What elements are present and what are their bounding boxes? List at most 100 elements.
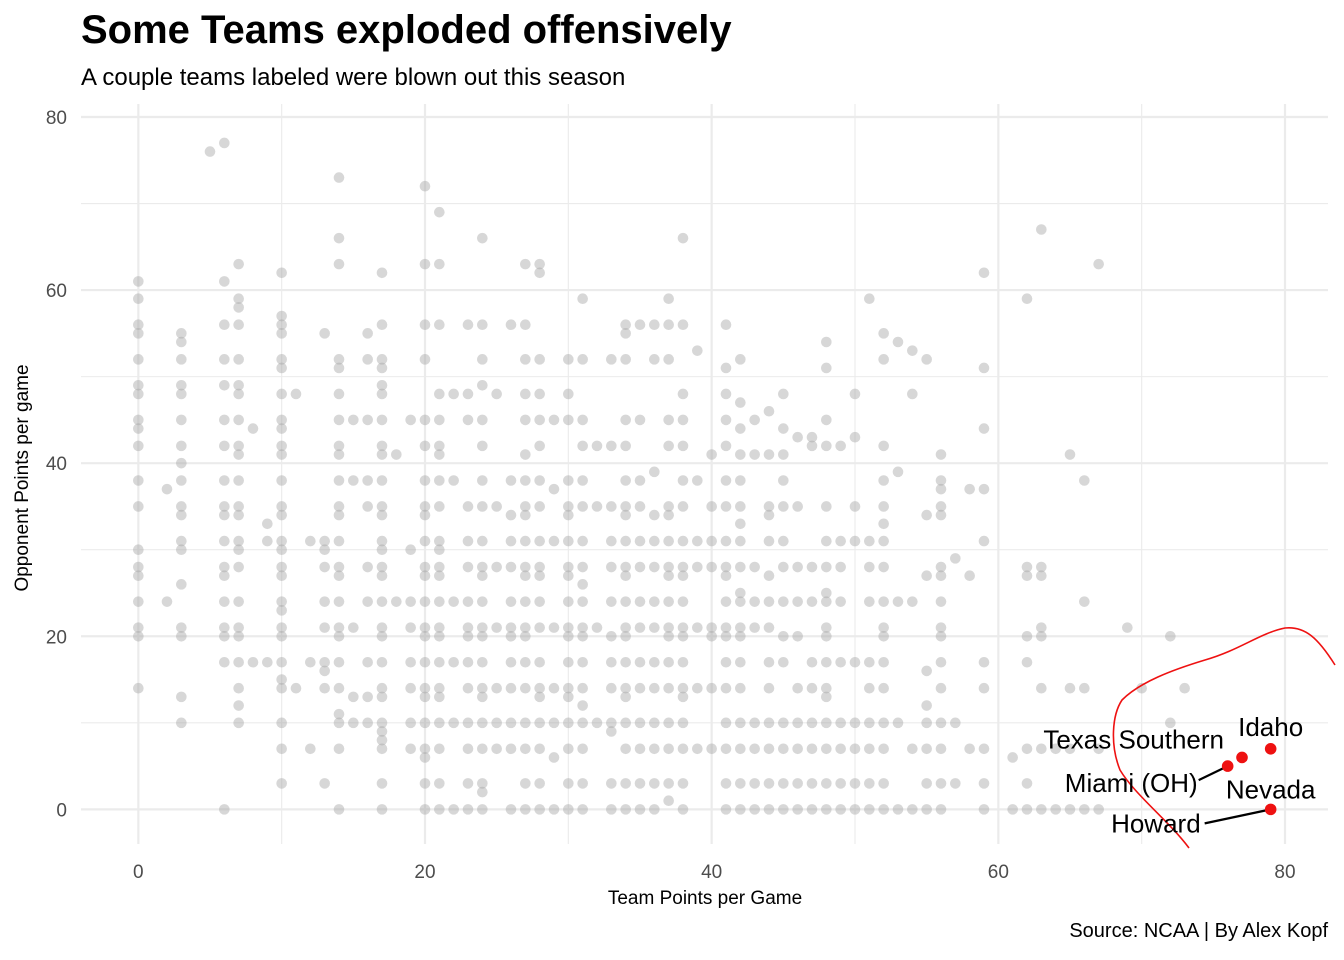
y-axis-label: Opponent Points per game xyxy=(12,364,33,591)
data-point xyxy=(821,596,832,607)
data-point xyxy=(534,388,545,400)
data-point xyxy=(233,596,244,607)
data-point xyxy=(434,449,445,460)
data-point xyxy=(878,561,889,573)
data-point xyxy=(376,656,388,668)
data-point xyxy=(290,388,302,400)
data-point xyxy=(477,622,488,633)
data-point xyxy=(835,717,846,729)
x-tick-label: 40 xyxy=(701,862,722,883)
data-point xyxy=(620,535,631,547)
data-point xyxy=(620,630,631,642)
data-point xyxy=(362,414,373,426)
data-point xyxy=(835,440,846,452)
data-point xyxy=(462,717,474,729)
x-tick-label: 0 xyxy=(133,862,144,883)
data-point xyxy=(663,535,674,547)
data-point xyxy=(663,570,674,581)
data-point xyxy=(821,630,832,642)
data-point xyxy=(491,561,502,573)
data-point xyxy=(276,362,287,374)
data-point xyxy=(419,475,431,486)
data-point xyxy=(677,319,689,331)
data-point xyxy=(376,726,388,737)
data-point xyxy=(391,596,402,607)
data-point xyxy=(620,509,631,521)
data-point xyxy=(219,630,230,642)
data-point xyxy=(534,501,545,512)
data-point xyxy=(262,518,273,530)
data-point xyxy=(878,328,889,339)
data-point xyxy=(577,293,588,305)
data-point xyxy=(978,423,990,434)
data-point xyxy=(362,561,373,573)
data-point xyxy=(176,535,187,547)
data-point xyxy=(749,561,760,573)
data-point xyxy=(419,743,431,755)
data-point xyxy=(706,561,717,573)
data-point xyxy=(921,743,932,755)
data-point xyxy=(849,656,861,668)
data-point xyxy=(276,267,287,279)
data-point xyxy=(935,630,947,642)
data-point xyxy=(247,423,259,434)
data-point xyxy=(505,596,517,607)
data-point xyxy=(462,319,474,331)
data-point xyxy=(921,804,932,815)
data-point xyxy=(720,804,732,815)
data-point xyxy=(319,328,330,339)
data-point xyxy=(677,717,689,729)
data-point xyxy=(276,319,287,331)
data-point xyxy=(720,388,732,400)
data-point xyxy=(419,656,431,668)
data-point xyxy=(878,717,889,729)
data-point xyxy=(849,743,861,755)
data-point xyxy=(935,509,947,521)
data-point xyxy=(434,440,445,452)
data-point xyxy=(419,622,431,633)
data-point xyxy=(548,483,560,495)
data-point xyxy=(419,501,431,512)
data-point xyxy=(878,501,889,512)
data-point xyxy=(677,232,689,244)
data-point xyxy=(219,501,230,512)
data-point xyxy=(735,743,746,755)
data-point xyxy=(706,535,717,547)
data-point xyxy=(735,449,746,460)
data-point xyxy=(434,544,445,556)
data-point xyxy=(806,717,818,729)
data-point xyxy=(219,319,230,331)
data-point xyxy=(219,561,230,573)
data-point xyxy=(620,743,631,755)
data-point xyxy=(663,622,674,633)
data-point xyxy=(276,475,287,486)
data-point xyxy=(563,656,574,668)
data-point xyxy=(376,630,388,642)
data-point xyxy=(620,682,631,694)
data-point xyxy=(620,804,631,815)
data-point xyxy=(434,475,445,486)
data-point xyxy=(405,743,416,755)
data-point xyxy=(434,388,445,400)
data-point xyxy=(563,475,574,486)
data-point xyxy=(534,475,545,486)
data-point xyxy=(233,414,244,426)
data-point xyxy=(606,501,617,512)
data-point xyxy=(878,743,889,755)
data-point xyxy=(333,708,345,720)
data-point xyxy=(778,535,789,547)
data-point xyxy=(649,743,660,755)
data-point xyxy=(634,475,646,486)
data-point xyxy=(376,682,388,694)
data-point xyxy=(806,656,818,668)
data-point xyxy=(749,804,760,815)
x-axis-ticks: 0 20 40 60 80 xyxy=(133,862,1296,883)
data-point xyxy=(620,328,631,339)
data-point xyxy=(419,778,431,789)
data-point xyxy=(763,778,775,789)
data-point xyxy=(219,276,230,287)
data-point xyxy=(176,544,187,556)
data-point xyxy=(806,778,818,789)
data-point xyxy=(462,630,474,642)
data-point xyxy=(233,475,244,486)
